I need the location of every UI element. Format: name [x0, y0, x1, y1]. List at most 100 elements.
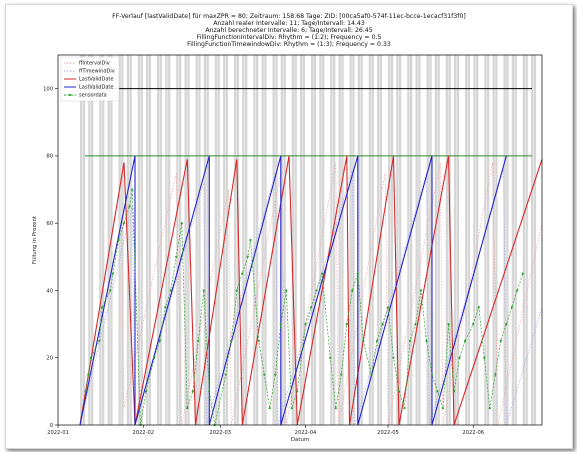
sensor-point: [285, 289, 288, 292]
shaded-band: [121, 55, 124, 425]
sensor-point: [246, 255, 249, 258]
shaded-band: [234, 55, 237, 425]
shaded-band: [275, 55, 278, 425]
shaded-band: [118, 55, 121, 425]
shaded-band: [126, 55, 130, 425]
shaded-band: [467, 55, 471, 425]
shaded-band: [168, 55, 171, 425]
legend-label: sensordata: [79, 93, 107, 99]
sensor-point: [241, 272, 244, 275]
sensor-point: [279, 322, 282, 326]
shaded-band: [245, 55, 248, 425]
legend-label: LastValidDate: [79, 85, 113, 91]
shaded-band: [454, 55, 457, 425]
legend-label: fflntervalDiv: [79, 61, 110, 67]
shaded-band: [291, 55, 295, 425]
legend: fflntervalDiv ffTimewindDiv LastValidDate L…: [60, 56, 120, 102]
shaded-band: [80, 55, 83, 425]
shaded-band: [198, 55, 201, 425]
x-tick-label: 2022-02: [132, 430, 154, 436]
sensor-point: [128, 205, 131, 208]
sensor-point: [109, 289, 112, 292]
chart-title-line-5: FillingFunctionTimewindowDiv: Rhythm = (…: [187, 41, 391, 48]
sensor-point: [122, 222, 126, 225]
shaded-band: [261, 55, 264, 425]
chart-title-line-3: Anzahl berechneter Intervalle: 6; Tage/I…: [205, 27, 372, 34]
shaded-band: [352, 55, 355, 425]
legend-label: LastValidDate: [79, 77, 113, 83]
shaded-band: [492, 55, 495, 425]
shaded-band: [322, 55, 325, 425]
y-tick-label: 80: [46, 154, 53, 160]
shaded-band: [418, 55, 421, 425]
chart-title-line-2: Anzahl realer Intervalle: 11; Tage/Inter…: [213, 20, 365, 27]
shaded-band: [91, 55, 94, 425]
y-tick-label: 60: [46, 221, 53, 227]
sensor-point: [334, 407, 337, 410]
shaded-band: [179, 55, 182, 425]
sensor-point: [447, 322, 450, 326]
shaded-band: [511, 55, 515, 425]
sensor-point: [403, 407, 406, 410]
sensor-point: [180, 222, 183, 225]
shaded-band: [236, 55, 240, 425]
x-tick-label: 2022-05: [377, 430, 399, 436]
shaded-band: [495, 55, 498, 425]
chart-frame: FF-Verlauf [lastValidDate] für maxZPR = …: [5, 4, 573, 449]
x-tick-label: 2022-01: [47, 430, 69, 436]
sensor-point: [175, 255, 178, 258]
y-tick-label: 100: [43, 86, 53, 92]
series-layer: [79, 155, 543, 427]
shaded-band: [311, 55, 314, 425]
sensor-point: [290, 407, 293, 410]
sensor-point: [309, 306, 313, 309]
series-line-4: [85, 189, 524, 426]
shaded-band: [349, 55, 352, 425]
sensor-point: [340, 373, 343, 376]
shaded-band: [137, 55, 141, 425]
shaded-band: [313, 55, 317, 425]
shaded-band: [82, 55, 86, 425]
shaded-band: [148, 55, 152, 425]
shaded-band: [426, 55, 429, 425]
sensor-point: [202, 289, 205, 292]
sensor-point: [263, 373, 266, 376]
shaded-band: [217, 55, 220, 425]
sensor-point: [351, 289, 354, 292]
shaded-band: [302, 55, 306, 425]
sensor-point: [488, 407, 491, 410]
shaded-band: [319, 55, 322, 425]
sensor-point: [89, 356, 93, 359]
shaded-band: [531, 55, 534, 425]
shaded-band: [159, 55, 163, 425]
sensor-point: [477, 306, 480, 309]
shaded-band: [294, 55, 297, 425]
sensor-point: [224, 373, 227, 376]
x-axis-label: Datum: [291, 437, 309, 443]
sensor-point: [425, 339, 428, 343]
x-tick-label: 2022-03: [209, 430, 231, 436]
shaded-band: [533, 55, 537, 425]
sensor-point: [494, 373, 497, 376]
shaded-band: [390, 55, 394, 425]
sensor-point: [304, 322, 307, 326]
sensor-point: [329, 356, 332, 359]
shaded-band: [283, 55, 286, 425]
sensor-point: [186, 407, 189, 410]
sensor-point: [345, 322, 348, 326]
shaded-band: [187, 55, 190, 425]
shaded-band: [195, 55, 198, 425]
shaded-band: [484, 55, 487, 425]
shaded-band: [434, 55, 438, 425]
shaded-band: [437, 55, 440, 425]
chart: FF-Verlauf [lastValidDate] für maxZPR = …: [32, 13, 543, 443]
shaded-band: [476, 55, 479, 425]
sensor-point: [521, 272, 524, 275]
shaded-band: [107, 55, 110, 425]
sensor-point: [257, 339, 260, 343]
series-line-1: [79, 155, 507, 426]
sensor-point: [197, 339, 200, 343]
shaded-band: [410, 55, 413, 425]
plot-frame: [57, 54, 543, 426]
shaded-band: [525, 55, 528, 425]
